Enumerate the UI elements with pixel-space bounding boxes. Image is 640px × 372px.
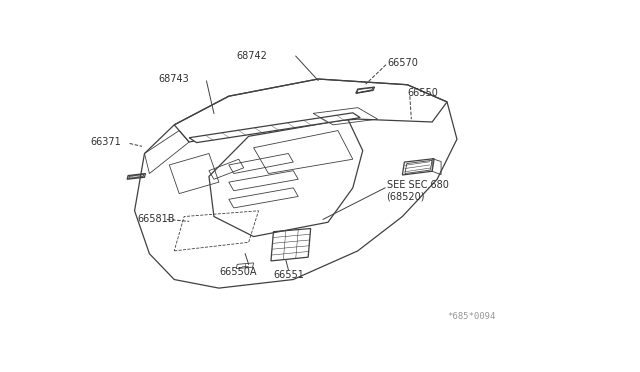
Text: 68743: 68743 — [158, 74, 189, 84]
Text: 66581B: 66581B — [137, 214, 175, 224]
Polygon shape — [189, 113, 360, 142]
Text: SEE SEC.680: SEE SEC.680 — [387, 180, 449, 190]
Text: (68520): (68520) — [387, 192, 425, 202]
Text: 68742: 68742 — [237, 51, 268, 61]
Text: 66570: 66570 — [388, 58, 419, 68]
Text: 66550A: 66550A — [219, 267, 257, 278]
Text: 66551: 66551 — [273, 270, 304, 280]
Text: 66371: 66371 — [90, 137, 121, 147]
Text: *685*0094: *685*0094 — [447, 312, 495, 321]
Text: 66550: 66550 — [408, 88, 438, 98]
